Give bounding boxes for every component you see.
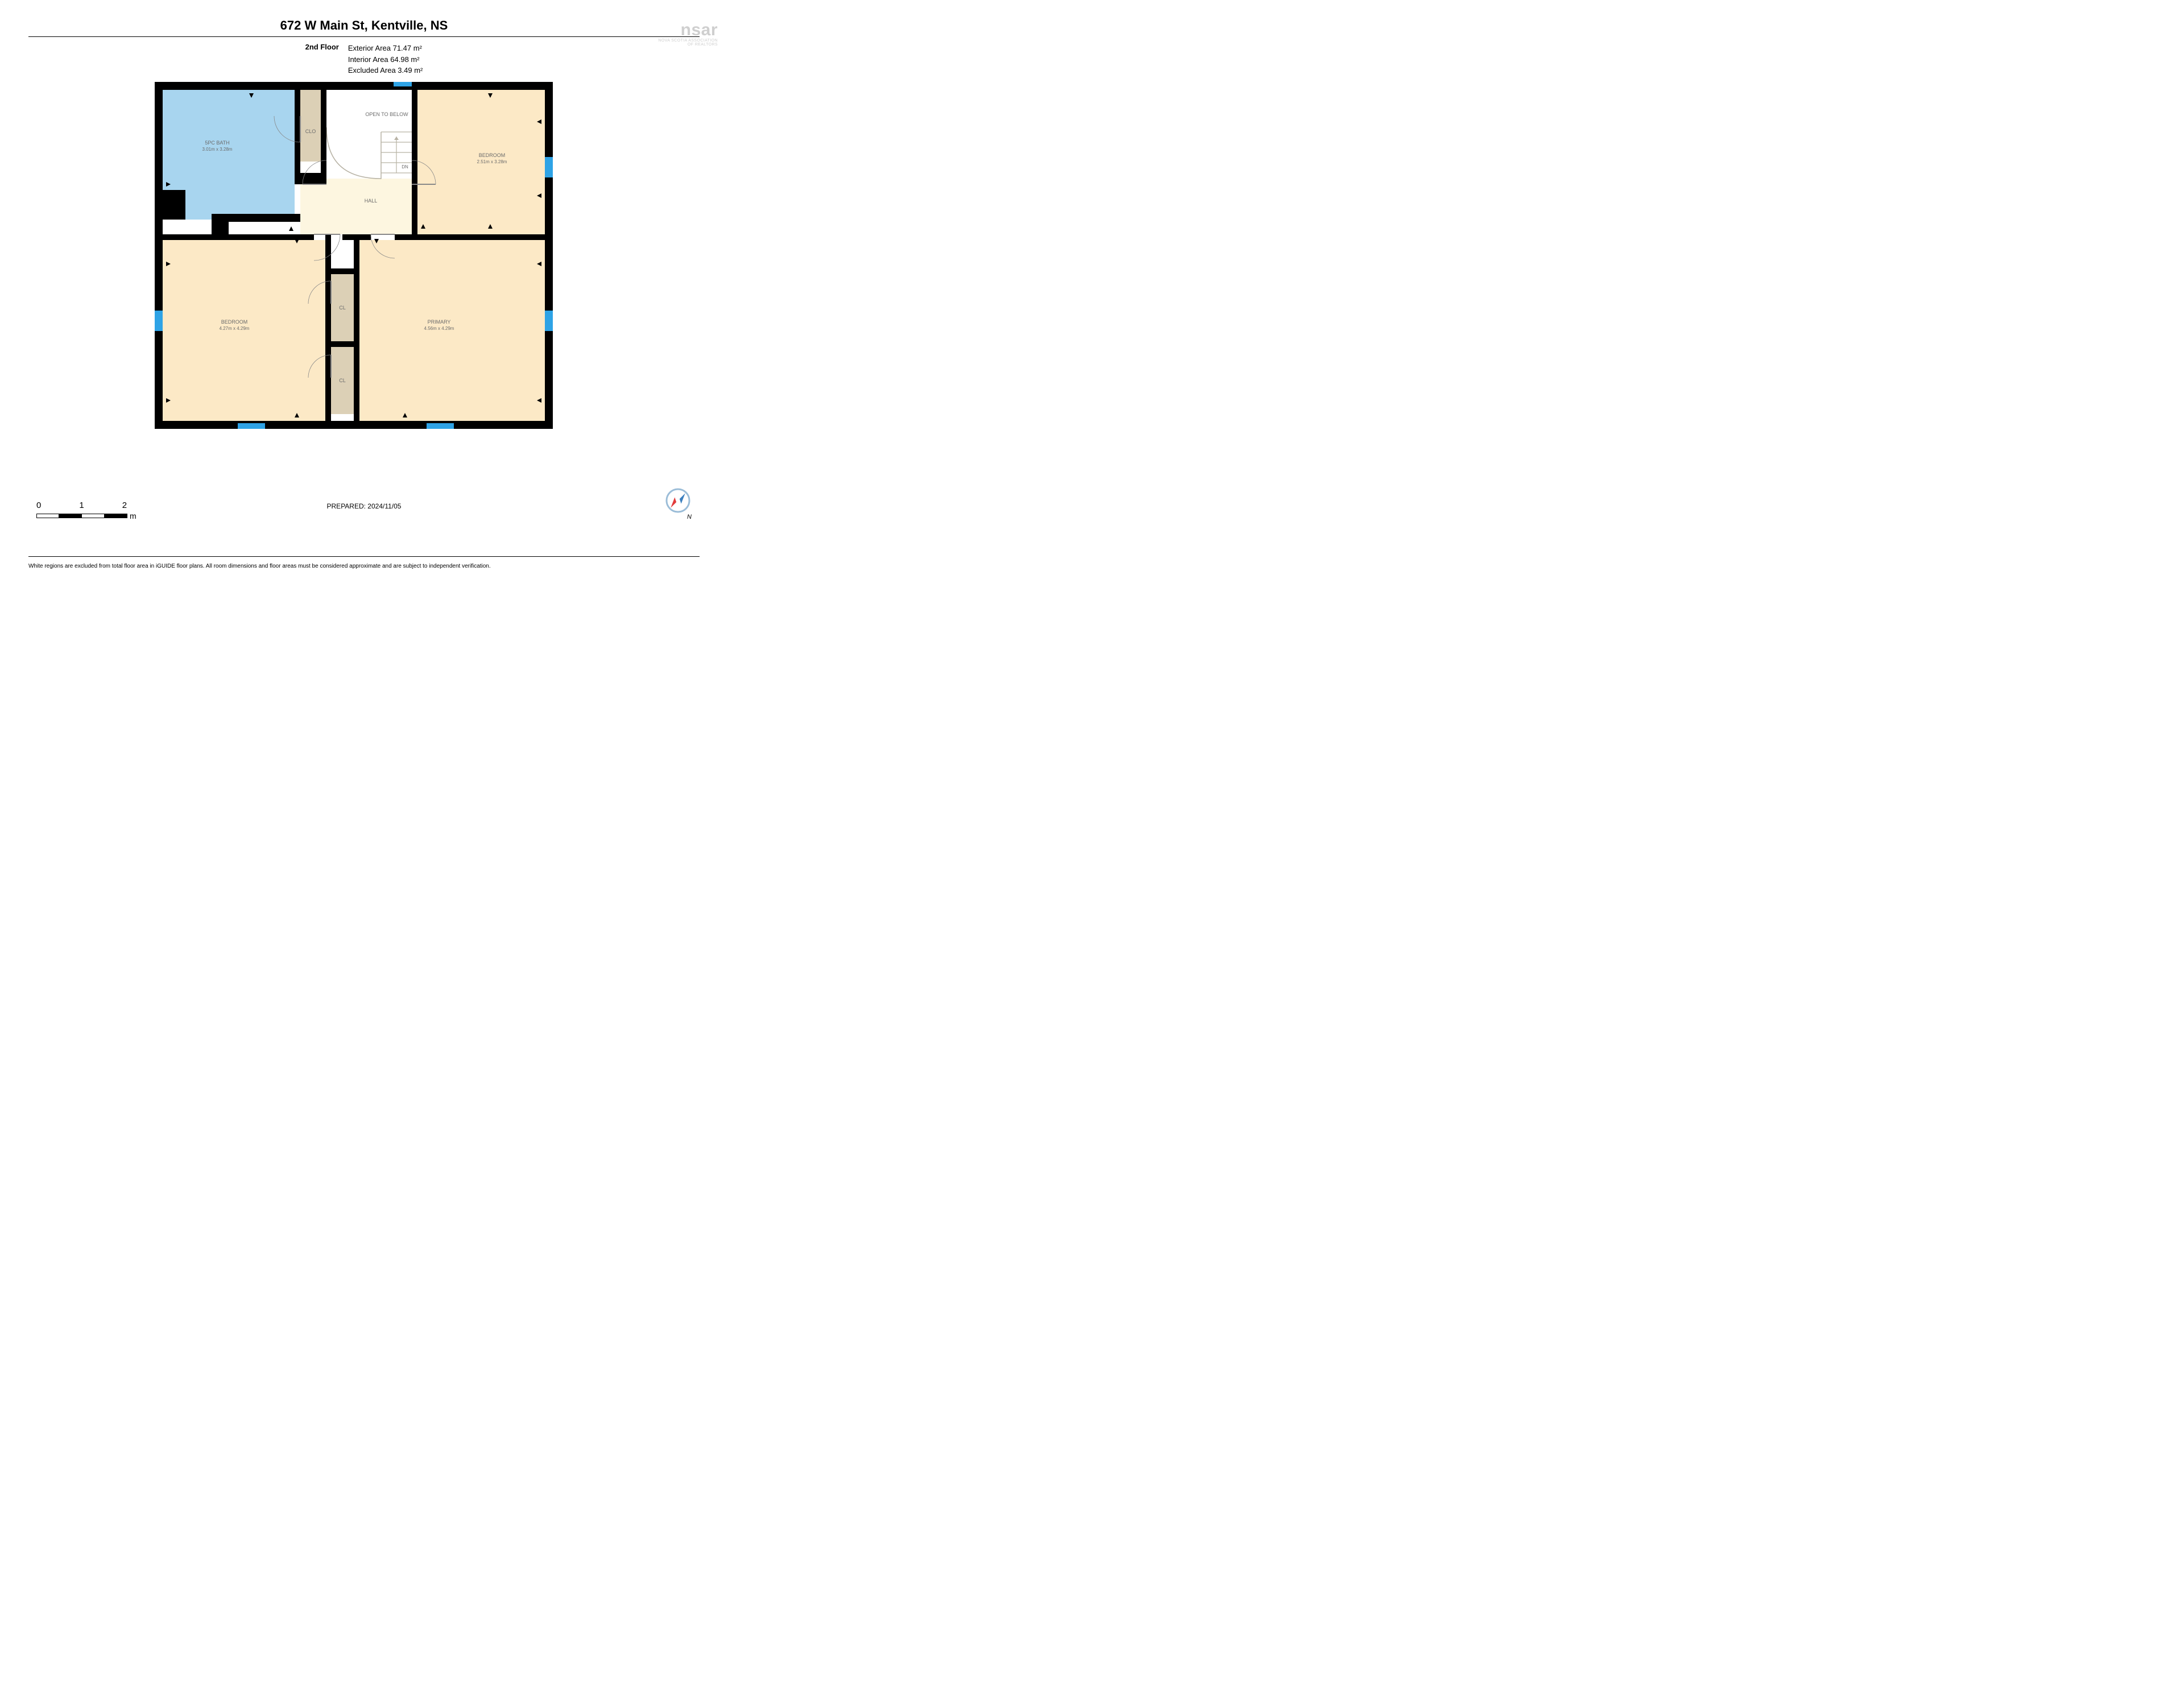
wall bbox=[155, 234, 314, 240]
watermark-brand: nsar bbox=[658, 22, 718, 39]
scale-seg-1 bbox=[59, 514, 82, 518]
exterior-area: Exterior Area 71.47 m² bbox=[348, 43, 423, 54]
watermark-sub: NOVA SCOTIA ASSOCIATION bbox=[658, 39, 718, 43]
wall bbox=[325, 234, 331, 429]
wall bbox=[354, 234, 359, 429]
interior-area: Interior Area 64.98 m² bbox=[348, 54, 423, 65]
scale-unit: m bbox=[130, 511, 136, 520]
room-label-primary: PRIMARY bbox=[428, 319, 451, 325]
bath-notch bbox=[163, 190, 185, 220]
area-list: Exterior Area 71.47 m² Interior Area 64.… bbox=[348, 43, 423, 76]
window bbox=[394, 82, 412, 86]
title-rule bbox=[28, 36, 700, 37]
wall bbox=[155, 82, 163, 429]
wall bbox=[545, 82, 553, 429]
direction-arrow bbox=[289, 226, 293, 231]
window bbox=[238, 423, 265, 429]
scale-seg-2 bbox=[82, 514, 105, 518]
room-label-hall: HALL bbox=[365, 198, 378, 204]
compass-svg: N bbox=[664, 487, 692, 521]
floor-meta: 2nd Floor Exterior Area 71.47 m² Interio… bbox=[0, 43, 728, 76]
disclaimer-text: White regions are excluded from total fl… bbox=[28, 563, 700, 569]
wall bbox=[295, 82, 300, 184]
scale-seg-0 bbox=[36, 514, 59, 518]
wall bbox=[395, 234, 553, 240]
compass-n-label: N bbox=[687, 514, 692, 520]
window bbox=[155, 311, 163, 331]
floor-plan: 5PC BATH3.01m x 3.28m CLO OPEN TO BELOW HAL… bbox=[0, 76, 728, 440]
room-label-bed_sw: BEDROOM bbox=[221, 319, 248, 325]
scale-bar-graphic: m bbox=[36, 511, 136, 520]
room-dim-bed_ne: 2.51m x 3.28m bbox=[477, 159, 507, 164]
watermark-sub2: OF REALTORS bbox=[658, 43, 718, 47]
room-dim-bed_sw: 4.27m x 4.29m bbox=[220, 326, 250, 331]
room-label-cl1: CL bbox=[339, 305, 346, 311]
excluded-area: Excluded Area 3.49 m² bbox=[348, 65, 423, 76]
room-label-cl2: CL bbox=[339, 378, 346, 383]
scale-seg-3 bbox=[105, 514, 127, 518]
room-hall bbox=[300, 179, 412, 234]
wall bbox=[295, 173, 326, 184]
window bbox=[427, 423, 454, 429]
window bbox=[545, 157, 553, 177]
plan-svg: 5PC BATH3.01m x 3.28m CLO OPEN TO BELOW HAL… bbox=[155, 82, 553, 429]
prepared-date: PREPARED: 2024/11/05 bbox=[0, 502, 728, 510]
room-dim-bath: 3.01m x 3.28m bbox=[202, 147, 233, 152]
stair-dn-label: DN bbox=[402, 164, 408, 169]
window bbox=[545, 311, 553, 331]
wall bbox=[325, 268, 359, 274]
room-label-bed_ne: BEDROOM bbox=[479, 152, 506, 158]
room-label-open: OPEN TO BELOW bbox=[365, 111, 408, 117]
floor-label: 2nd Floor bbox=[305, 43, 339, 76]
compass: N bbox=[664, 487, 692, 524]
room-label-bath: 5PC BATH bbox=[205, 140, 229, 146]
wall bbox=[155, 82, 553, 90]
wall bbox=[325, 341, 359, 347]
page-title: 672 W Main St, Kentville, NS bbox=[0, 18, 728, 33]
wall bbox=[229, 214, 300, 222]
watermark-logo: nsar NOVA SCOTIA ASSOCIATION OF REALTORS bbox=[658, 22, 718, 47]
room-clo bbox=[300, 90, 321, 162]
wall bbox=[321, 82, 326, 184]
compass-ring bbox=[667, 489, 689, 512]
disclaimer-rule bbox=[28, 556, 700, 557]
room-dim-primary: 4.56m x 4.29m bbox=[424, 326, 454, 331]
wall bbox=[412, 82, 417, 234]
room-label-clo: CLO bbox=[305, 129, 316, 134]
